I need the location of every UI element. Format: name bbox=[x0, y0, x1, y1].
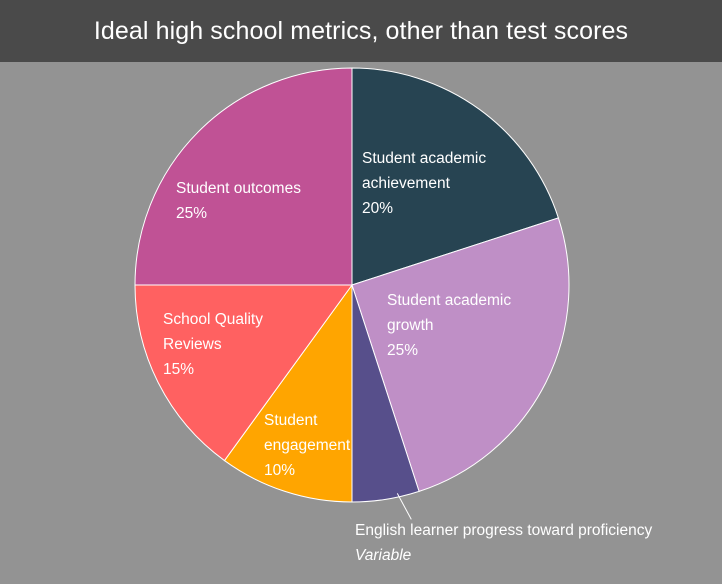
slice-value-label: 25% bbox=[176, 205, 207, 222]
slice-label: engagement bbox=[264, 437, 351, 454]
pie-slice bbox=[134, 67, 353, 286]
pie-slice bbox=[223, 283, 353, 503]
slice-label: achievement bbox=[362, 175, 451, 192]
slice-value-label: Variable bbox=[355, 547, 412, 564]
pie-labels: Student academic achievement 20% Student ac… bbox=[163, 150, 652, 564]
slice-value-label: 20% bbox=[362, 200, 393, 217]
slice-label: Student bbox=[264, 412, 318, 429]
pie-slice bbox=[351, 67, 560, 286]
callout-leader-line bbox=[396, 493, 412, 520]
slice-label: School Quality bbox=[163, 311, 263, 328]
chart-header: Ideal high school metrics, other than te… bbox=[0, 0, 722, 62]
slice-label: English learner progress toward proficie… bbox=[355, 522, 652, 539]
slice-label: Reviews bbox=[163, 336, 222, 353]
pie-slice bbox=[134, 284, 353, 462]
slice-value-label: 10% bbox=[264, 462, 295, 479]
slice-value-label: 25% bbox=[387, 342, 418, 359]
pie-slices bbox=[134, 67, 570, 503]
slice-value-label: 15% bbox=[163, 361, 194, 378]
slice-label: Student academic bbox=[362, 150, 486, 167]
slice-label: Student academic bbox=[387, 292, 511, 309]
chart-title: Ideal high school metrics, other than te… bbox=[93, 16, 629, 45]
pie-slice bbox=[351, 217, 570, 493]
slice-label: Student outcomes bbox=[176, 180, 301, 197]
slice-label: growth bbox=[387, 317, 434, 334]
